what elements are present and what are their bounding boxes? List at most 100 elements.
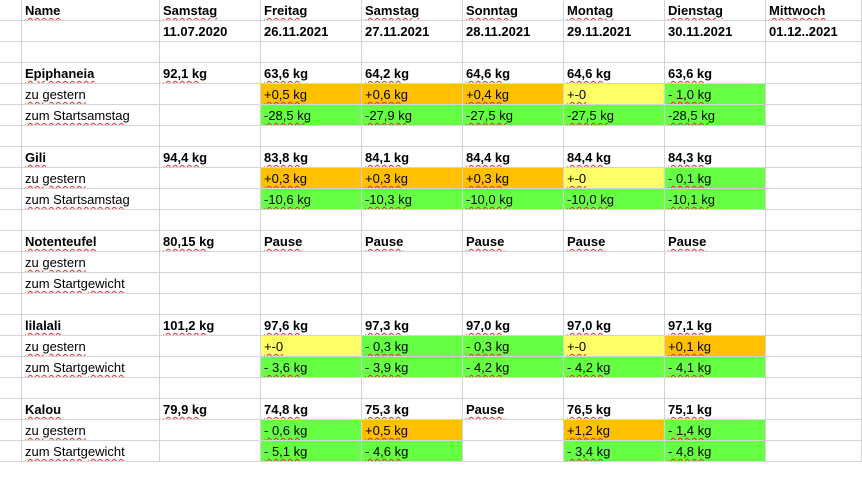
grid-cell[interactable] <box>22 126 160 147</box>
person-name[interactable]: Gili <box>22 147 160 168</box>
weight-cell[interactable]: 97,3 kg <box>362 315 463 336</box>
total-cell[interactable] <box>463 441 564 462</box>
grid-cell[interactable] <box>160 84 261 105</box>
grid-cell[interactable] <box>665 378 766 399</box>
total-cell[interactable] <box>261 273 362 294</box>
diff-cell[interactable]: - 1,4 kg <box>665 420 766 441</box>
person-name[interactable]: Kalou <box>22 399 160 420</box>
grid-cell[interactable] <box>160 420 261 441</box>
diff-cell[interactable]: +0,5 kg <box>261 84 362 105</box>
weight-cell[interactable]: Pause <box>362 231 463 252</box>
header-date[interactable]: 26.11.2021 <box>261 21 362 42</box>
total-label[interactable]: zum Startgewicht <box>22 273 160 294</box>
diff-cell[interactable] <box>362 252 463 273</box>
header-day[interactable]: Samstag <box>362 0 463 21</box>
grid-cell[interactable] <box>261 378 362 399</box>
total-cell[interactable] <box>766 273 862 294</box>
total-cell[interactable]: - 3,4 kg <box>564 441 665 462</box>
grid-cell[interactable] <box>766 126 862 147</box>
header-day[interactable]: Samstag <box>160 0 261 21</box>
grid-cell[interactable] <box>766 294 862 315</box>
total-label[interactable]: zum Startgewicht <box>22 357 160 378</box>
person-name[interactable]: Notenteufel <box>22 231 160 252</box>
diff-cell[interactable]: +0,1 kg <box>665 336 766 357</box>
total-cell[interactable] <box>766 441 862 462</box>
diff-cell[interactable] <box>463 420 564 441</box>
total-cell[interactable]: -27,5 kg <box>564 105 665 126</box>
total-cell[interactable] <box>463 273 564 294</box>
grid-cell[interactable] <box>0 147 22 168</box>
grid-cell[interactable] <box>160 252 261 273</box>
diff-cell[interactable]: +0,3 kg <box>463 168 564 189</box>
grid-cell[interactable] <box>0 0 22 21</box>
grid-cell[interactable] <box>362 210 463 231</box>
grid-cell[interactable] <box>0 105 22 126</box>
total-cell[interactable] <box>766 357 862 378</box>
weight-cell[interactable]: 74,8 kg <box>261 399 362 420</box>
weight-cell[interactable]: 75,1 kg <box>665 399 766 420</box>
grid-cell[interactable] <box>160 126 261 147</box>
weight-cell[interactable] <box>766 231 862 252</box>
start-weight[interactable]: 101,2 kg <box>160 315 261 336</box>
weight-cell[interactable] <box>766 315 862 336</box>
grid-cell[interactable] <box>564 210 665 231</box>
start-weight[interactable]: 94,4 kg <box>160 147 261 168</box>
total-cell[interactable]: -10,6 kg <box>261 189 362 210</box>
grid-cell[interactable] <box>0 420 22 441</box>
start-weight[interactable]: 80,15 kg <box>160 231 261 252</box>
header-date[interactable]: 01.12..2021 <box>766 21 862 42</box>
person-name[interactable]: lilalali <box>22 315 160 336</box>
grid-cell[interactable] <box>463 378 564 399</box>
grid-cell[interactable] <box>463 42 564 63</box>
diff-cell[interactable]: - 0,1 kg <box>665 168 766 189</box>
header-day[interactable]: Montag <box>564 0 665 21</box>
total-cell[interactable]: - 4,8 kg <box>665 441 766 462</box>
grid-cell[interactable] <box>261 126 362 147</box>
grid-cell[interactable] <box>0 378 22 399</box>
grid-cell[interactable] <box>160 294 261 315</box>
header-name[interactable]: Name <box>22 0 160 21</box>
start-weight[interactable]: 92,1 kg <box>160 63 261 84</box>
grid-cell[interactable] <box>261 210 362 231</box>
grid-cell[interactable] <box>564 126 665 147</box>
total-cell[interactable]: -10,3 kg <box>362 189 463 210</box>
diff-cell[interactable]: - 1,0 kg <box>665 84 766 105</box>
weight-cell[interactable]: 83,8 kg <box>261 147 362 168</box>
header-date[interactable]: 30.11.2021 <box>665 21 766 42</box>
grid-cell[interactable] <box>160 42 261 63</box>
weight-cell[interactable]: 97,6 kg <box>261 315 362 336</box>
weight-cell[interactable] <box>766 147 862 168</box>
diff-label[interactable]: zu gestern <box>22 84 160 105</box>
header-day[interactable]: Freitag <box>261 0 362 21</box>
grid-cell[interactable] <box>160 273 261 294</box>
grid-cell[interactable] <box>564 42 665 63</box>
grid-cell[interactable] <box>0 336 22 357</box>
grid-cell[interactable] <box>0 252 22 273</box>
total-cell[interactable]: - 3,9 kg <box>362 357 463 378</box>
total-cell[interactable]: - 4,6 kg <box>362 441 463 462</box>
total-label[interactable]: zum Startsamstag <box>22 105 160 126</box>
weight-cell[interactable]: 64,6 kg <box>463 63 564 84</box>
weight-cell[interactable]: 84,4 kg <box>463 147 564 168</box>
total-cell[interactable]: -27,5 kg <box>463 105 564 126</box>
total-cell[interactable]: - 4,2 kg <box>564 357 665 378</box>
diff-cell[interactable]: +0,4 kg <box>463 84 564 105</box>
header-day[interactable]: Sonntag <box>463 0 564 21</box>
diff-cell[interactable]: +-0 <box>261 336 362 357</box>
total-cell[interactable]: -28,5 kg <box>261 105 362 126</box>
header-date[interactable]: 11.07.2020 <box>160 21 261 42</box>
grid-cell[interactable] <box>0 441 22 462</box>
total-cell[interactable] <box>766 189 862 210</box>
total-cell[interactable]: -10,0 kg <box>463 189 564 210</box>
grid-cell[interactable] <box>766 378 862 399</box>
total-cell[interactable] <box>766 105 862 126</box>
diff-cell[interactable]: - 0,3 kg <box>463 336 564 357</box>
total-cell[interactable]: -27,9 kg <box>362 105 463 126</box>
grid-cell[interactable] <box>160 336 261 357</box>
grid-cell[interactable] <box>665 126 766 147</box>
diff-cell[interactable]: +-0 <box>564 336 665 357</box>
diff-label[interactable]: zu gestern <box>22 252 160 273</box>
total-cell[interactable]: -10,0 kg <box>564 189 665 210</box>
grid-cell[interactable] <box>0 189 22 210</box>
weight-cell[interactable]: 97,0 kg <box>463 315 564 336</box>
